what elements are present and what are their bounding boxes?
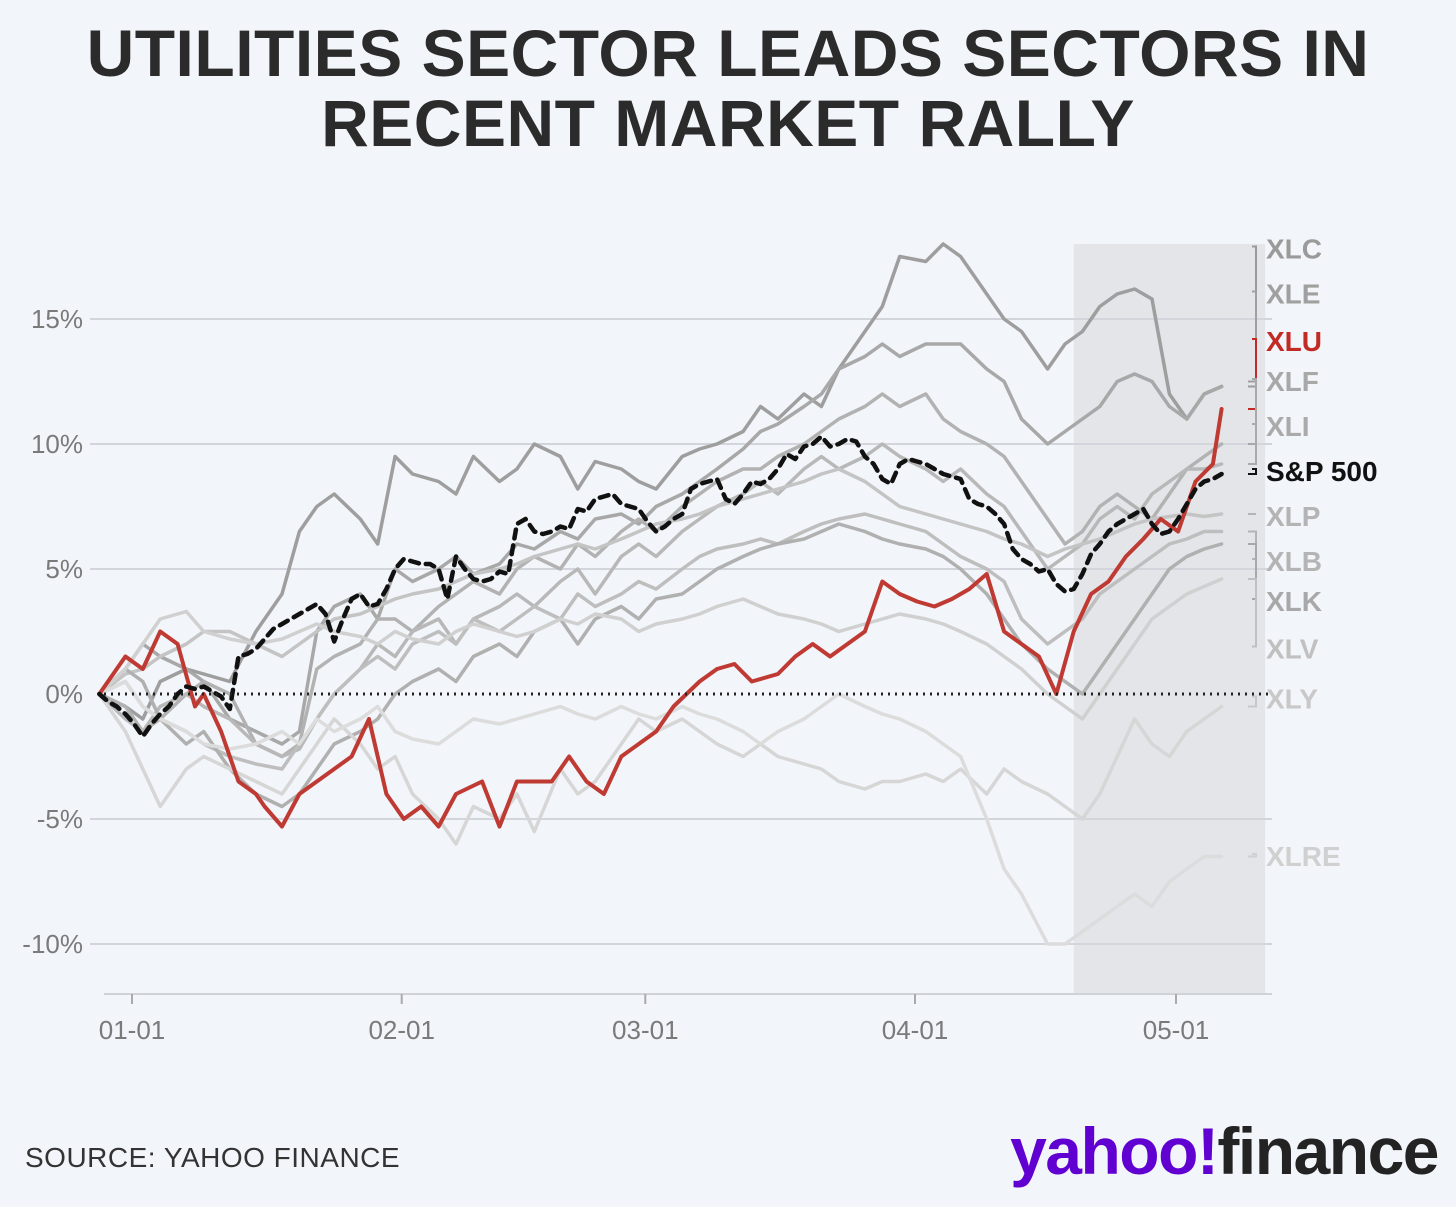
highlight-band-layer xyxy=(1073,244,1266,994)
series-label-xlv: XLV xyxy=(1266,634,1319,665)
series-line-s-p-500 xyxy=(97,434,1224,739)
logo-bang-text: ! xyxy=(1196,1114,1219,1188)
series-label-s-p-500: S&P 500 xyxy=(1266,456,1378,487)
series-label-xly: XLY xyxy=(1266,684,1318,715)
chart-title: UTILITIES SECTOR LEADS SECTORS IN RECENT… xyxy=(0,18,1456,158)
y-tick-label: 5% xyxy=(45,554,83,584)
y-tick-label: 0% xyxy=(45,679,83,709)
series-connector-xlu xyxy=(1248,338,1257,410)
x-tick-label: 03-01 xyxy=(612,1015,679,1045)
y-tick-label: 10% xyxy=(31,429,83,459)
series-connector-xlre xyxy=(1248,853,1257,858)
series-label-xlc: XLC xyxy=(1266,234,1322,265)
series-connector-xle xyxy=(1248,290,1257,383)
series-line-xle xyxy=(97,342,1224,746)
series-layer xyxy=(97,242,1272,946)
series-line-xlv xyxy=(97,577,1224,721)
series-label-xlf: XLF xyxy=(1266,366,1319,397)
series-connector-xly xyxy=(1248,695,1257,708)
source-note: SOURCE: YAHOO FINANCE xyxy=(25,1142,401,1173)
series-label-xlb: XLB xyxy=(1266,546,1322,577)
x-tick-label: 01-01 xyxy=(99,1015,166,1045)
series-line-xlu xyxy=(97,407,1224,829)
x-axis: 01-01 02-01 03-01 04-01 05-01 xyxy=(99,993,1272,1045)
y-tick-label: 15% xyxy=(31,304,83,334)
series-line-xlp xyxy=(97,467,1224,696)
logo-finance-text: finance xyxy=(1217,1114,1439,1188)
y-tick-label: -5% xyxy=(37,804,83,834)
series-label-xlu: XLU xyxy=(1266,326,1322,357)
logo-yahoo-text: yahoo xyxy=(1010,1114,1198,1188)
highlight-band xyxy=(1073,244,1266,994)
series-label-xli: XLI xyxy=(1266,411,1310,442)
series-labels: XLC XLE XLU XLF XLI S&P 500 XLP XLB XLK XLV XLY XLR… xyxy=(1248,234,1378,872)
series-label-xlk: XLK xyxy=(1266,586,1322,617)
x-tick-label: 02-01 xyxy=(368,1015,435,1045)
series-line-xly xyxy=(97,692,1224,846)
series-label-xlre: XLRE xyxy=(1266,841,1341,872)
chart-title-line-2: RECENT MARKET RALLY xyxy=(321,86,1135,160)
series-connector-xli xyxy=(1248,423,1257,465)
series-line-xlc xyxy=(97,242,1224,721)
chart-title-line-1: UTILITIES SECTOR LEADS SECTORS IN xyxy=(86,16,1370,90)
x-tick-label: 05-01 xyxy=(1143,1015,1210,1045)
series-label-xlp: XLP xyxy=(1266,501,1320,532)
series-connector-xlf xyxy=(1248,378,1257,445)
series-line-xli xyxy=(97,442,1224,759)
yahoo-finance-logo: yahoo!finance xyxy=(1010,1113,1439,1189)
x-tick-label: 04-01 xyxy=(882,1015,949,1045)
series-line-xlf xyxy=(97,392,1224,759)
series-connector-xlv xyxy=(1248,578,1257,648)
series-label-xle: XLE xyxy=(1266,279,1320,310)
series-connector-s-p-500 xyxy=(1248,468,1257,475)
series-connector-xlk xyxy=(1248,543,1257,600)
y-tick-label: -10% xyxy=(22,929,83,959)
series-line-xlre xyxy=(97,679,1224,946)
